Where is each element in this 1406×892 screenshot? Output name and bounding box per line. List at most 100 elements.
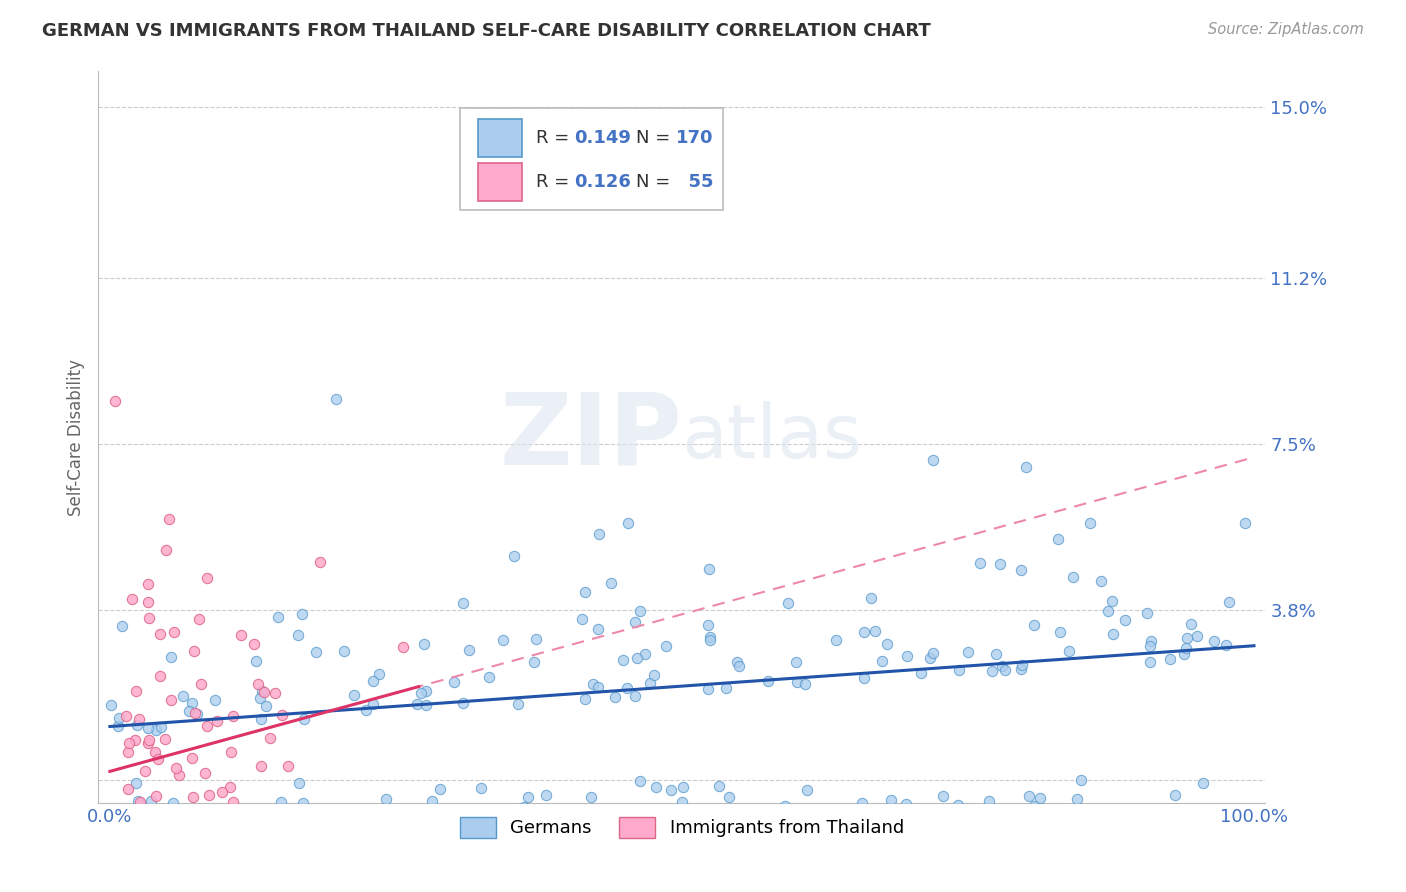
Point — [127, 794, 149, 808]
Text: 170: 170 — [676, 129, 714, 147]
Point — [420, 794, 443, 808]
Point — [325, 392, 347, 406]
Point — [1011, 658, 1033, 673]
Point — [1010, 662, 1032, 676]
Point — [896, 797, 918, 812]
Point — [143, 745, 166, 759]
Point — [645, 780, 668, 794]
Point — [634, 647, 657, 661]
Point — [184, 706, 207, 721]
Point — [451, 595, 474, 609]
Text: GERMAN VS IMMIGRANTS FROM THAILAND SELF-CARE DISABILITY CORRELATION CHART: GERMAN VS IMMIGRANTS FROM THAILAND SELF-… — [42, 22, 931, 40]
Point — [218, 780, 240, 794]
Point — [136, 577, 159, 591]
Point — [775, 799, 797, 814]
Point — [409, 686, 432, 700]
Point — [292, 796, 315, 810]
Point — [145, 789, 167, 803]
Point — [624, 690, 647, 704]
Point — [1038, 807, 1060, 822]
Point — [367, 667, 389, 681]
Point — [754, 805, 776, 819]
Point — [1046, 532, 1069, 546]
Point — [249, 758, 271, 772]
Point — [853, 671, 876, 685]
Point — [643, 668, 665, 682]
Point — [256, 699, 278, 714]
Point — [165, 761, 187, 775]
Point — [865, 624, 887, 638]
Point — [946, 798, 969, 813]
Point — [363, 697, 385, 711]
Point — [699, 633, 721, 648]
Point — [1022, 617, 1045, 632]
Point — [149, 669, 172, 683]
Point — [571, 612, 593, 626]
Point — [1010, 563, 1032, 577]
Point — [880, 793, 903, 807]
Point — [250, 712, 273, 726]
Point — [243, 638, 266, 652]
Point — [672, 780, 695, 794]
Point — [253, 685, 276, 699]
Point — [107, 719, 129, 733]
Point — [1185, 629, 1208, 643]
Y-axis label: Self-Care Disability: Self-Care Disability — [67, 359, 86, 516]
Point — [1180, 617, 1202, 632]
Point — [186, 706, 208, 721]
Point — [125, 684, 148, 698]
Point — [458, 642, 481, 657]
Point — [969, 556, 991, 570]
Point — [145, 723, 167, 737]
Point — [104, 394, 127, 409]
Point — [415, 683, 437, 698]
Point — [190, 677, 212, 691]
Point — [1234, 516, 1257, 530]
Point — [628, 773, 651, 788]
Point — [1070, 773, 1092, 788]
Point — [994, 663, 1017, 677]
Point — [626, 651, 648, 665]
Point — [756, 673, 779, 688]
Point — [267, 610, 290, 624]
Point — [259, 731, 281, 746]
Point — [1057, 644, 1080, 658]
Point — [1090, 574, 1112, 588]
Point — [1139, 633, 1161, 648]
Point — [343, 688, 366, 702]
Point — [492, 632, 515, 647]
Point — [249, 691, 271, 706]
Point — [288, 775, 311, 789]
Point — [287, 628, 309, 642]
Point — [162, 796, 184, 810]
Point — [470, 781, 492, 796]
Point — [127, 718, 149, 732]
Point — [204, 692, 226, 706]
Point — [1139, 640, 1161, 654]
Point — [796, 783, 818, 797]
Point — [118, 736, 141, 750]
Point — [1164, 789, 1187, 803]
FancyBboxPatch shape — [460, 108, 723, 211]
Point — [222, 795, 245, 809]
Point — [981, 664, 1004, 678]
Point — [253, 805, 276, 819]
Point — [451, 696, 474, 710]
Point — [124, 732, 146, 747]
Point — [851, 796, 873, 810]
Point — [308, 555, 330, 569]
Point — [524, 632, 547, 647]
Point — [415, 698, 437, 713]
Point — [628, 604, 651, 618]
Text: atlas: atlas — [682, 401, 863, 474]
Point — [1202, 634, 1225, 648]
Point — [139, 794, 162, 808]
Point — [1139, 655, 1161, 669]
Point — [291, 607, 314, 622]
Point — [508, 697, 530, 711]
Point — [986, 647, 1008, 661]
Point — [603, 690, 626, 705]
Point — [957, 644, 980, 658]
Point — [1024, 798, 1046, 813]
Point — [699, 630, 721, 644]
